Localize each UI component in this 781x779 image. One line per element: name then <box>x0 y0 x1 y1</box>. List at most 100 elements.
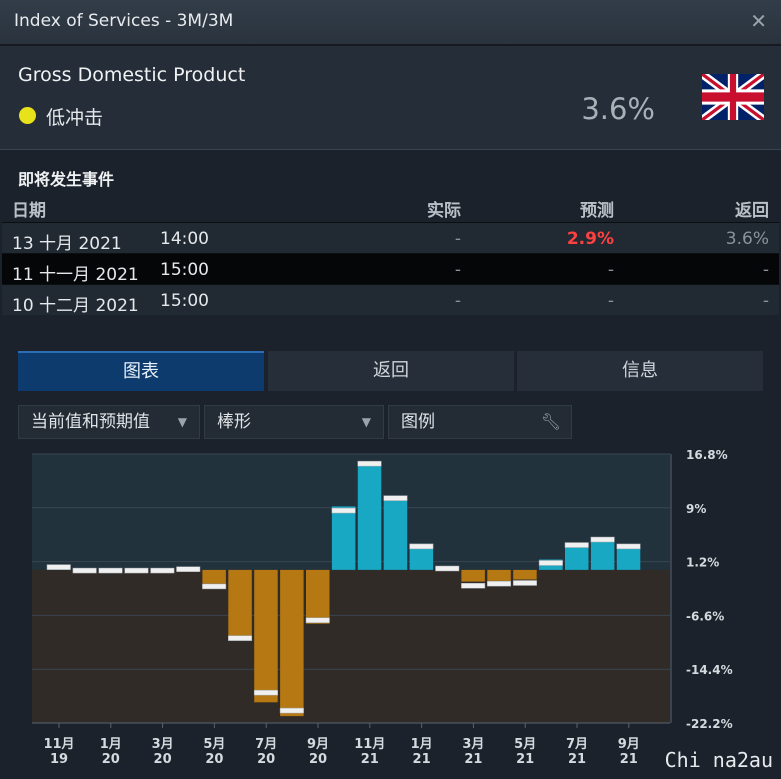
forecast-marker <box>409 543 434 550</box>
forecast-marker <box>590 536 615 543</box>
forecast-marker <box>253 689 278 696</box>
forecast-marker <box>176 566 201 572</box>
data-bar <box>383 496 408 570</box>
indicator-header: Gross Domestic Product 低冲击 3.6% <box>0 46 781 150</box>
forecast-marker <box>305 617 330 623</box>
row-time: 15:00 <box>160 260 209 280</box>
x-tick-label: 21 <box>361 752 379 767</box>
header-date: 日期 <box>12 201 46 221</box>
close-icon[interactable]: ✕ <box>750 9 767 33</box>
data-bar <box>590 538 615 570</box>
y-tick-label: -6.6% <box>686 609 724 623</box>
table-row[interactable]: 13 十月 2021 14:00 - 2.9% 3.6% <box>2 222 779 254</box>
x-tick-label: 21 <box>464 752 482 767</box>
x-tick-label: 7月 <box>255 737 277 752</box>
row-time: 15:00 <box>160 291 209 311</box>
y-tick-label: 16.8% <box>686 448 728 462</box>
negative-zone <box>32 569 670 723</box>
header-previous: 返回 <box>735 201 769 221</box>
forecast-marker <box>124 567 149 574</box>
forecast-marker <box>357 460 382 467</box>
tab-info[interactable]: 信息 <box>517 351 763 391</box>
x-tick-label: 11月 <box>43 737 74 752</box>
data-bar <box>202 569 226 584</box>
data-bar <box>616 545 641 570</box>
data-bar <box>565 542 589 570</box>
y-tick-label: -22.2% <box>686 717 733 731</box>
impact-label: 低冲击 <box>46 107 104 129</box>
forecast-marker <box>383 495 408 501</box>
legend-label: 图例 <box>401 412 435 432</box>
x-tick-label: 21 <box>568 752 586 767</box>
x-tick-label: 20 <box>102 752 120 767</box>
row-forecast: 2.9% <box>566 229 614 249</box>
x-tick-label: 21 <box>413 752 431 767</box>
forecast-marker <box>150 567 175 574</box>
row-previous: - <box>762 260 769 280</box>
table-row[interactable]: 11 十一月 2021 15:00 - - - <box>2 253 779 285</box>
legend-button[interactable]: 图例 🔧︎ <box>388 405 572 439</box>
indicator-name: Gross Domestic Product <box>18 64 246 86</box>
forecast-marker <box>46 564 71 570</box>
forecast-marker <box>564 542 589 548</box>
forecast-marker <box>331 507 356 514</box>
x-tick-label: 9月 <box>307 737 329 752</box>
header-actual: 实际 <box>427 201 461 221</box>
row-previous: - <box>762 291 769 311</box>
chevron-down-icon: ▼ <box>361 415 371 429</box>
forecast-marker <box>487 580 512 587</box>
x-tick-label: 20 <box>309 752 327 767</box>
row-previous: 3.6% <box>725 229 769 249</box>
forecast-marker <box>538 560 563 566</box>
data-bar <box>513 569 537 580</box>
data-bar <box>228 569 252 641</box>
y-tick-label: -14.4% <box>686 663 733 677</box>
forecast-marker <box>98 567 123 574</box>
x-tick-label: 3月 <box>462 737 484 752</box>
row-date: 10 十二月 2021 <box>12 296 139 316</box>
x-tick-label: 20 <box>154 752 172 767</box>
window-title: Index of Services - 3M/3M <box>14 11 234 31</box>
forecast-marker <box>435 565 460 572</box>
uk-flag-icon <box>702 74 764 120</box>
x-tick-label: 20 <box>205 752 223 767</box>
x-tick-label: 7月 <box>566 737 588 752</box>
current-value: 3.6% <box>581 92 655 126</box>
series-select[interactable]: 当前值和预期值 ▼ <box>18 405 200 439</box>
upcoming-events-title: 即将发生事件 <box>18 170 115 189</box>
chevron-down-icon: ▼ <box>177 415 187 429</box>
row-actual: - <box>454 291 461 311</box>
data-bar <box>254 569 278 703</box>
forecast-marker <box>279 707 304 714</box>
chart-tabs: 图表 返回 信息 <box>18 351 763 391</box>
table-row[interactable]: 10 十二月 2021 15:00 - - - <box>2 284 779 316</box>
x-tick-label: 1月 <box>100 737 122 752</box>
row-forecast: - <box>607 291 614 311</box>
row-date: 13 十月 2021 <box>12 234 122 254</box>
y-tick-label: 9% <box>686 502 706 516</box>
data-bar <box>409 543 434 570</box>
row-actual: - <box>454 260 461 280</box>
x-tick-label: 9月 <box>618 737 640 752</box>
forecast-marker <box>512 580 537 586</box>
tab-chart[interactable]: 图表 <box>18 351 264 391</box>
chart-type-select[interactable]: 棒形 ▼ <box>204 405 384 439</box>
bar-chart: 16.8%9%1.2%-6.6%-14.4%-22.2%11月191月203月2… <box>32 448 733 767</box>
data-bar <box>280 569 304 717</box>
watermark: Chi na2au <box>664 748 773 772</box>
x-tick-label: 11月 <box>354 737 385 752</box>
header-forecast: 预测 <box>580 201 614 221</box>
x-tick-label: 5月 <box>203 737 225 752</box>
row-actual: - <box>454 229 461 249</box>
x-tick-label: 21 <box>620 752 638 767</box>
data-bar <box>306 569 330 624</box>
data-bar <box>357 461 382 570</box>
x-tick-label: 20 <box>257 752 275 767</box>
forecast-marker <box>72 567 97 574</box>
tab-previous[interactable]: 返回 <box>268 351 514 391</box>
events-table-header: 日期 实际 预测 返回 <box>2 190 779 222</box>
series-select-value: 当前值和预期值 <box>31 412 150 432</box>
x-tick-label: 1月 <box>411 737 433 752</box>
chart-type-value: 棒形 <box>217 412 251 432</box>
events-table: 日期 实际 预测 返回 13 十月 2021 14:00 - 2.9% 3.6%… <box>2 190 779 316</box>
